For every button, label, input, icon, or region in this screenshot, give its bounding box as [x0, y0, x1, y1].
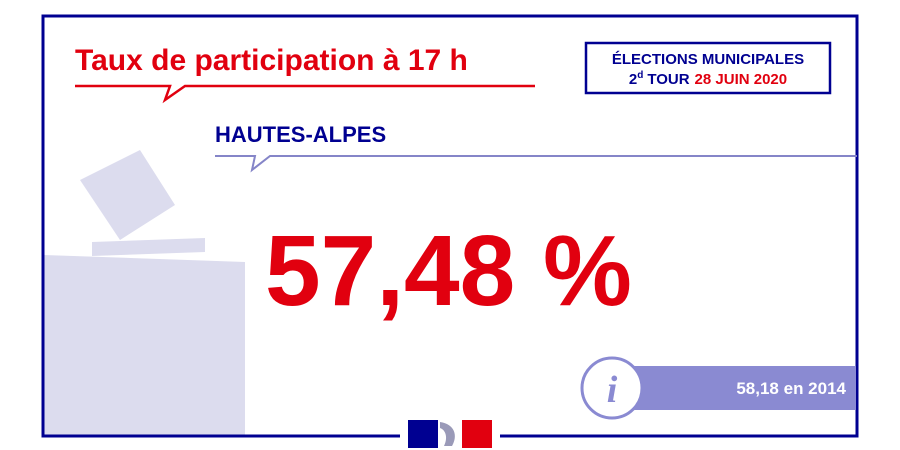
republic-logo	[400, 418, 500, 450]
department-underline	[215, 155, 857, 173]
info-icon: i	[607, 369, 618, 411]
ballot-box-illustration	[44, 150, 245, 436]
title-underline	[75, 84, 535, 104]
badge-line2: 2d TOUR 28 JUIN 2020	[629, 70, 787, 88]
comparison-text: 58,18 en 2014	[736, 379, 846, 398]
date: 28 JUIN 2020	[695, 71, 788, 88]
info-circle	[580, 356, 644, 420]
round-number: 2	[629, 71, 637, 88]
round-suffix: d	[637, 70, 643, 81]
comparison-bar	[612, 366, 856, 410]
department: HAUTES-ALPES	[215, 122, 386, 147]
title: Taux de participation à 17 h	[75, 44, 468, 77]
round-word: TOUR	[647, 71, 689, 88]
badge-line1: ÉLECTIONS MUNICIPALES	[612, 51, 804, 68]
participation-rate: 57,48 %	[265, 215, 632, 327]
badge-box	[584, 41, 832, 95]
